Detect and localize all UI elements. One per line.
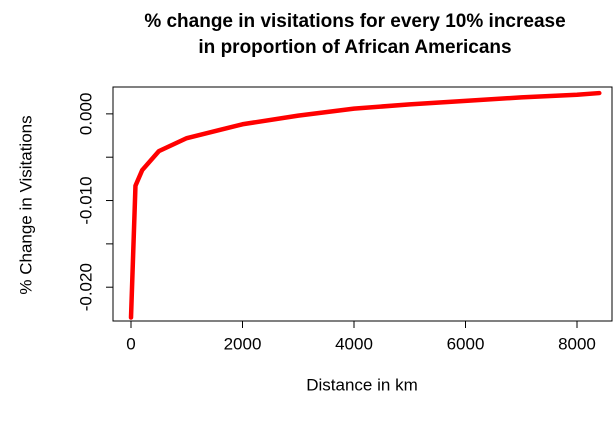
- y-tick-label: -0.020: [76, 263, 95, 311]
- y-tick-label: 0.000: [76, 93, 95, 136]
- chart-title: in proportion of African Americans: [198, 37, 511, 58]
- data-line: [128, 90, 602, 320]
- x-tick-label: 4000: [335, 334, 373, 353]
- x-tick-label: 2000: [224, 334, 262, 353]
- chart-title: % change in visitations for every 10% in…: [144, 11, 565, 32]
- y-tick-label: -0.010: [76, 176, 95, 224]
- x-tick-label: 8000: [558, 334, 596, 353]
- x-tick-label: 0: [126, 334, 135, 353]
- plot-frame: [112, 86, 613, 322]
- y-axis-label: % Change in Visitations: [16, 115, 35, 294]
- x-axis-label: Distance in km: [306, 375, 417, 394]
- x-tick-label: 6000: [447, 334, 485, 353]
